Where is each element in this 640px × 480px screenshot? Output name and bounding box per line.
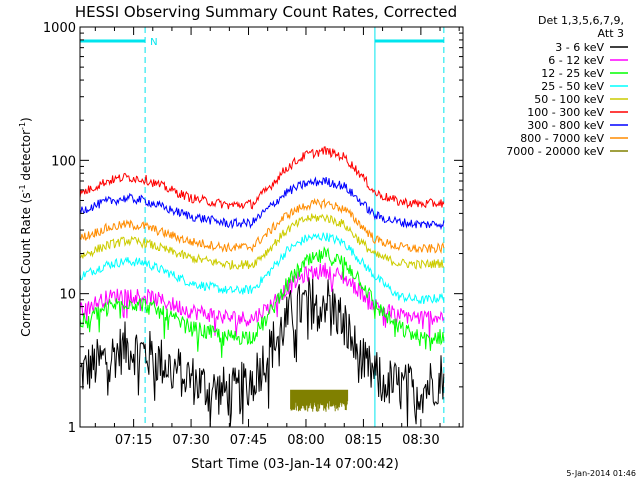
series-lines [79, 146, 445, 427]
y-tick-label: 1 [68, 421, 76, 436]
y-axis: 1 10 100 1000 [43, 21, 463, 436]
x-tick-label: 08:30 [402, 433, 439, 448]
legend-header-attenuator: Att 3 [598, 27, 624, 40]
y-tick-label: 1000 [43, 21, 76, 36]
y-axis-label: Corrected Count Rate (s-1 detector-1) [18, 117, 33, 336]
x-tick-label: 07:15 [115, 433, 152, 448]
series-line [290, 389, 349, 412]
legend-label: 300 - 800 keV [527, 119, 604, 132]
y-axis-label-end: ) [19, 117, 33, 122]
legend-header-detectors: Det 1,3,5,6,7,9, [538, 14, 624, 27]
y-axis-label-mid: detector [19, 130, 33, 185]
y-axis-label-sup1: -1 [18, 184, 27, 192]
x-tick-label: 08:15 [345, 433, 382, 448]
x-tick-label: 07:45 [230, 433, 267, 448]
legend-label: 3 - 6 keV [555, 41, 604, 54]
x-tick-label: 08:00 [287, 433, 324, 448]
x-axis: 07:15 07:30 07:45 08:00 08:15 08:30 [94, 27, 460, 448]
plot-frame [79, 26, 464, 428]
legend-label: 25 - 50 keV [541, 80, 604, 93]
series-line [79, 275, 445, 427]
y-axis-label-main: Corrected Count Rate (s [19, 192, 33, 336]
chart-title: HESSI Observing Summary Count Rates, Cor… [75, 3, 457, 21]
series-line [79, 197, 445, 255]
legend-label: 12 - 25 keV [541, 67, 604, 80]
y-tick-label: 100 [51, 154, 76, 169]
timestamp: 5-Jan-2014 01:46 [566, 469, 636, 478]
y-axis-label-sup2: -1 [18, 122, 27, 130]
series-line [79, 232, 445, 305]
x-tick-label: 07:30 [172, 433, 209, 448]
legend-label: 6 - 12 keV [548, 54, 604, 67]
y-tick-label: 10 [59, 288, 76, 303]
series-line [79, 245, 445, 358]
legend-label: 7000 - 20000 keV [506, 145, 604, 158]
series-line [79, 213, 445, 271]
night-marker-label: N [150, 37, 157, 48]
series-line [79, 176, 445, 231]
legend-label: 100 - 300 keV [527, 106, 604, 119]
x-axis-label: Start Time (03-Jan-14 07:00:42) [191, 457, 399, 472]
legend-label: 50 - 100 keV [534, 93, 604, 106]
legend-label: 800 - 7000 keV [520, 132, 604, 145]
series-line [79, 146, 445, 210]
